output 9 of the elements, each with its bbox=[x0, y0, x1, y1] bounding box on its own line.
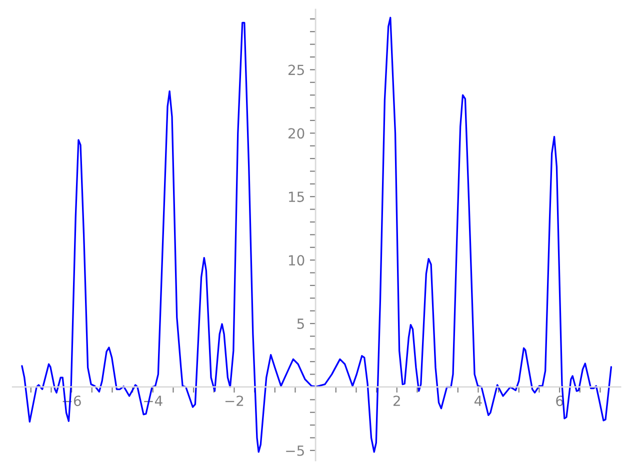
x-tick-label: −2 bbox=[225, 396, 244, 406]
y-tick-label: 15 bbox=[288, 192, 304, 202]
x-tick-label: 2 bbox=[393, 396, 400, 406]
y-tick-label: −5 bbox=[286, 446, 304, 456]
y-tick-label: 5 bbox=[297, 318, 304, 329]
y-tick-label: 10 bbox=[288, 255, 304, 266]
y-tick-label: 25 bbox=[288, 64, 304, 76]
x-tick-label: 4 bbox=[474, 396, 482, 406]
y-tick-label: 20 bbox=[288, 128, 304, 139]
